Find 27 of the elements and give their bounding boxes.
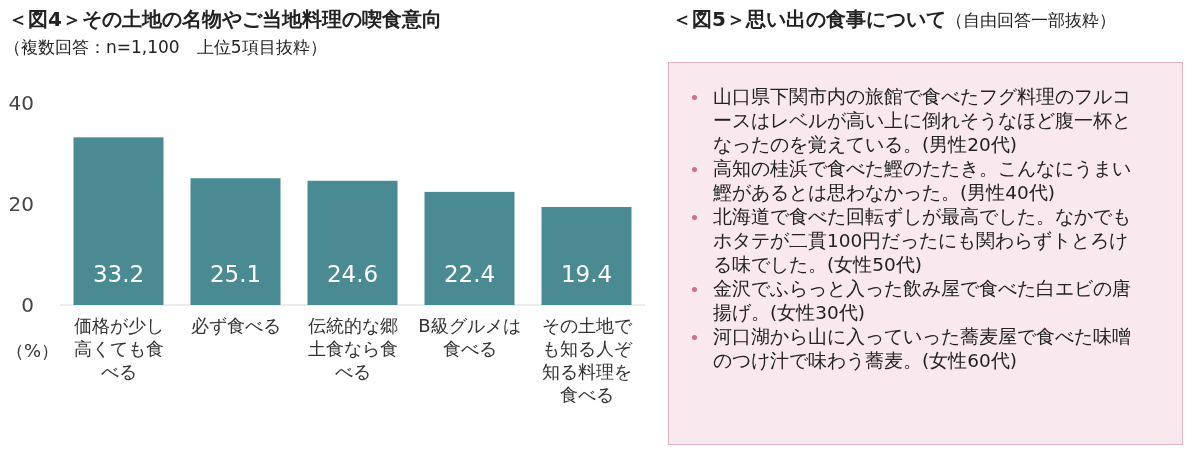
data-label: 24.6 — [326, 261, 379, 287]
bar — [73, 137, 164, 305]
x-tick-label: 必ず食べる — [189, 314, 282, 337]
text: 山口県下関市内の旅館で食べたフグ料理のフルコースはレベルが高い上に倒れそうなほど腹一杯となったのを覚えている。(男性20代) — [712, 85, 1132, 157]
bar — [307, 180, 398, 305]
chart-title: ＜図4＞その土地の名物やご当地料理の喫食意向 — [8, 6, 442, 33]
data-label: 33.2 — [92, 261, 145, 287]
chart-subtitle: （複数回答：n=1,100 上位5項目抜粋） — [4, 36, 327, 59]
bar — [424, 191, 515, 305]
text: 北海道で食べた回転ずしが最高でした。なかでもホタテが二貫100円だったにも関わらずトとろける味でした。(女性50代) — [712, 205, 1132, 277]
y-tick-label: 40 — [8, 91, 34, 115]
text: 金沢でふらっと入った飲み屋で食べた白エビの唐揚げ。(女性30代) — [712, 277, 1132, 325]
x-tick-label: 伝統的な郷土食なら食べる — [306, 314, 399, 383]
y-axis-title: （%） — [6, 340, 60, 361]
x-tick-label: B級グルメは食べる — [417, 314, 522, 360]
text: （自由回答一部抜粋） — [945, 10, 1116, 30]
x-tick-label: 価格が少し高くても食べる — [72, 314, 165, 383]
y-tick-label: 0 — [21, 293, 34, 317]
bar — [541, 207, 632, 305]
data-label: 19.4 — [560, 261, 613, 287]
bar — [190, 178, 281, 305]
text: 河口湖から山に入っていった蕎麦屋で食べた味噌のつけ汁で味わう蕎麦。(女性60代) — [712, 325, 1132, 373]
y-tick-label: 20 — [8, 192, 34, 216]
text: 高知の桂浜で食べた鰹のたたき。こんなにうまい鰹があるとは思わなかった。(男性40代) — [712, 157, 1132, 205]
data-label: 25.1 — [209, 261, 262, 287]
x-tick-label: その土地でも知る人ぞ知る料理を食べる — [540, 314, 634, 406]
data-label: 22.4 — [443, 261, 496, 287]
